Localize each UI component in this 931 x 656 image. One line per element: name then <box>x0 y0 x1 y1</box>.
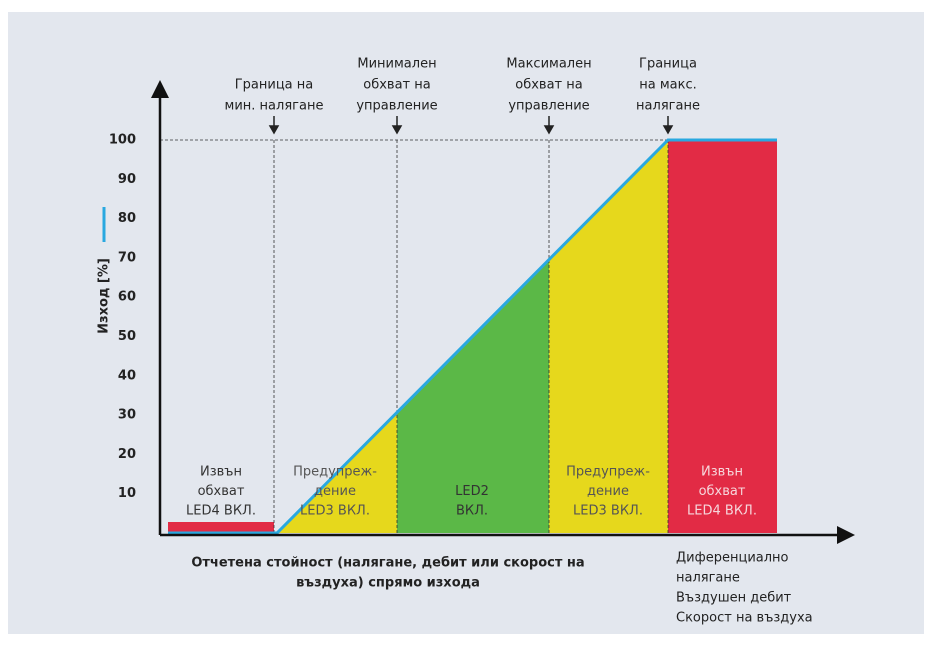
x-axis-label: Отчетена стойност (налягане, дебит или с… <box>191 556 584 571</box>
annotation: налягане <box>636 99 700 114</box>
zone-yellow <box>549 140 668 533</box>
axes <box>151 80 855 544</box>
y-tick-label: 90 <box>118 172 136 187</box>
y-tick-label: 80 <box>118 211 136 226</box>
annotation: мин. налягане <box>225 99 324 114</box>
zone-label: обхват <box>198 484 245 499</box>
annotation: управление <box>508 99 589 114</box>
y-tick-label: 40 <box>118 368 136 383</box>
zone-label: Извън <box>701 465 743 480</box>
zone-label: дение <box>587 484 629 499</box>
zone-label: LED2 <box>455 484 489 499</box>
background <box>8 12 924 634</box>
x-axis-label: въздуха) спрямо изхода <box>296 576 480 591</box>
zone-label: дение <box>314 484 356 499</box>
annotation: на макс. <box>639 78 697 93</box>
y-axis-label: Изход [%] <box>97 258 112 334</box>
y-tick-label: 20 <box>118 447 136 462</box>
zone-label: обхват <box>699 484 746 499</box>
zone-label: Предупреж- <box>293 465 377 480</box>
zone-green <box>397 258 549 533</box>
annotation: Граница <box>639 57 697 72</box>
zone-label: LED3 ВКЛ. <box>300 504 370 519</box>
x-axis-note: Въздушен дебит <box>676 591 792 606</box>
zone-red <box>668 140 777 533</box>
x-axis-note: налягане <box>676 571 740 586</box>
annotation: Минимален <box>357 57 436 72</box>
annotation: обхват на <box>363 78 430 93</box>
annotation: Максимален <box>506 57 591 72</box>
zone-label: Предупреж- <box>566 465 650 480</box>
zone-label: LED4 ВКЛ. <box>687 504 757 519</box>
zone-label: ВКЛ. <box>456 504 488 519</box>
zone-label: LED4 ВКЛ. <box>186 504 256 519</box>
zone-label: Извън <box>200 465 242 480</box>
x-axis-note: Диференциално <box>676 551 789 566</box>
zone-label: LED3 ВКЛ. <box>573 504 643 519</box>
y-tick-label: 10 <box>118 486 136 501</box>
output-line <box>168 138 777 535</box>
y-tick-label: 30 <box>118 408 136 423</box>
annotation: обхват на <box>515 78 582 93</box>
y-tick-label: 100 <box>109 133 136 148</box>
y-tick-label: 70 <box>118 250 136 265</box>
y-tick-label: 50 <box>118 329 136 344</box>
annotation: управление <box>356 99 437 114</box>
guides <box>160 139 669 533</box>
zone-red <box>168 522 274 533</box>
annotation: Граница на <box>235 78 314 93</box>
x-axis-note: Скорост на въздуха <box>676 611 813 626</box>
markers <box>268 116 674 135</box>
y-tick-label: 60 <box>118 290 136 305</box>
